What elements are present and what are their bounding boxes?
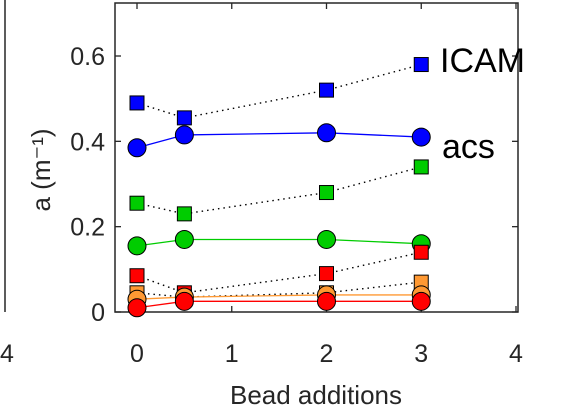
data-point-circle [317,291,336,311]
data-point-square [129,95,145,111]
data-point-square [413,244,429,260]
series-line [136,251,422,294]
y-tick-label: 0.6 [70,43,105,71]
data-point-circle [411,127,431,147]
data-point-circle [317,123,336,143]
data-point-circle [127,298,147,318]
y-tick-label: 0.2 [70,214,105,242]
x-tick-label: 4 [509,340,523,368]
data-point-square [413,57,429,73]
data-point-circle [174,125,194,145]
series-layer [127,57,431,318]
data-point-square [176,110,192,126]
y-axis-ticks: 0 0.2 0.4 0.6 [70,43,518,327]
series-1 [127,123,431,158]
x-axis-title: Bead additions [230,380,402,410]
x-axis-ticks: 0 1 2 3 4 [130,3,523,368]
data-point-circle [174,229,194,249]
annotation-icam: ICAM [440,42,525,80]
series-line [136,238,422,247]
data-point-square [319,82,334,98]
y-axis-title: a (m⁻¹) [26,128,56,211]
series-3 [127,229,431,256]
y-tick-label: 0.4 [70,128,105,156]
series-line [136,281,422,298]
data-point-circle [174,291,194,311]
x-tick-label: 2 [320,340,334,368]
series-line [136,132,422,149]
plot-frame [114,2,519,313]
series-line [136,300,422,309]
data-point-square [319,185,334,201]
data-point-circle [411,291,431,311]
annotation-acs: acs [442,128,495,166]
data-point-circle [127,236,147,256]
x-tick-label: 0 [130,340,144,368]
left-panel-tick-label: 4 [0,340,14,368]
x-tick-label: 1 [225,340,239,368]
series-4 [129,244,429,301]
data-point-circle [317,229,336,249]
data-point-square [129,195,145,211]
data-point-square [413,159,429,175]
data-point-square [176,206,192,222]
series-7 [127,291,431,318]
data-point-square [129,268,145,284]
y-tick-label: 0 [91,299,105,327]
data-point-square [319,266,334,282]
series-0 [129,57,429,126]
series-5 [129,274,429,305]
series-line [136,294,422,300]
series-line [136,63,422,119]
data-point-circle [127,138,147,158]
x-tick-label: 3 [414,340,428,368]
series-2 [129,159,429,222]
